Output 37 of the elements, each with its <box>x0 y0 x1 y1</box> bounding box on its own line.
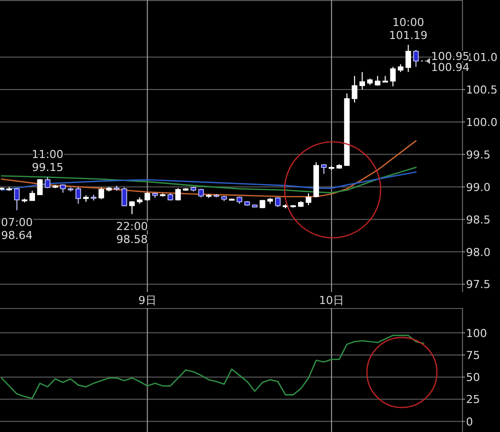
candlestick <box>306 192 312 206</box>
y-tick-label: 99.5 <box>466 148 490 162</box>
x-tick-label: 9日 <box>138 294 156 307</box>
text: 100.95 <box>430 50 470 63</box>
annotation: 11:00 99.15 <box>32 148 64 174</box>
y-tick-label: 100 <box>466 326 487 340</box>
candlestick <box>406 44 412 73</box>
candlestick <box>390 66 396 87</box>
y-tick-label: 98.0 <box>466 246 490 259</box>
candlestick <box>413 49 419 68</box>
candlestick <box>14 188 20 211</box>
candlestick <box>76 186 82 204</box>
text: 100.94 <box>430 60 470 74</box>
y-tick-label: 99.0 <box>466 180 490 194</box>
y-tick-label: 100.0 <box>466 116 498 129</box>
line-series <box>0 140 417 198</box>
annotation: 07:00 98.64 <box>1 216 33 242</box>
y-tick-label: 75 <box>466 348 480 362</box>
annotation: 10:00 101.19 <box>389 16 428 42</box>
candlestick <box>122 187 128 207</box>
y-tick-label: 100.5 <box>466 84 498 97</box>
candlestick <box>129 200 135 215</box>
y-tick-label: 97.5 <box>466 278 490 292</box>
y-tick-label: 25 <box>466 393 480 406</box>
x-tick-label: 10日 <box>319 294 344 307</box>
candlestick <box>359 72 366 90</box>
line-series <box>0 171 417 191</box>
candlestick <box>352 75 358 104</box>
y-tick-label: 98.5 <box>466 213 490 226</box>
candlestick <box>321 164 327 174</box>
candlestick <box>175 188 181 202</box>
candlestick <box>29 190 36 202</box>
y-tick-label: 50 <box>466 371 480 384</box>
y-tick-label: 0 <box>466 415 473 428</box>
candlestick <box>98 187 104 200</box>
line-series <box>0 334 424 399</box>
candlestick <box>37 178 43 196</box>
